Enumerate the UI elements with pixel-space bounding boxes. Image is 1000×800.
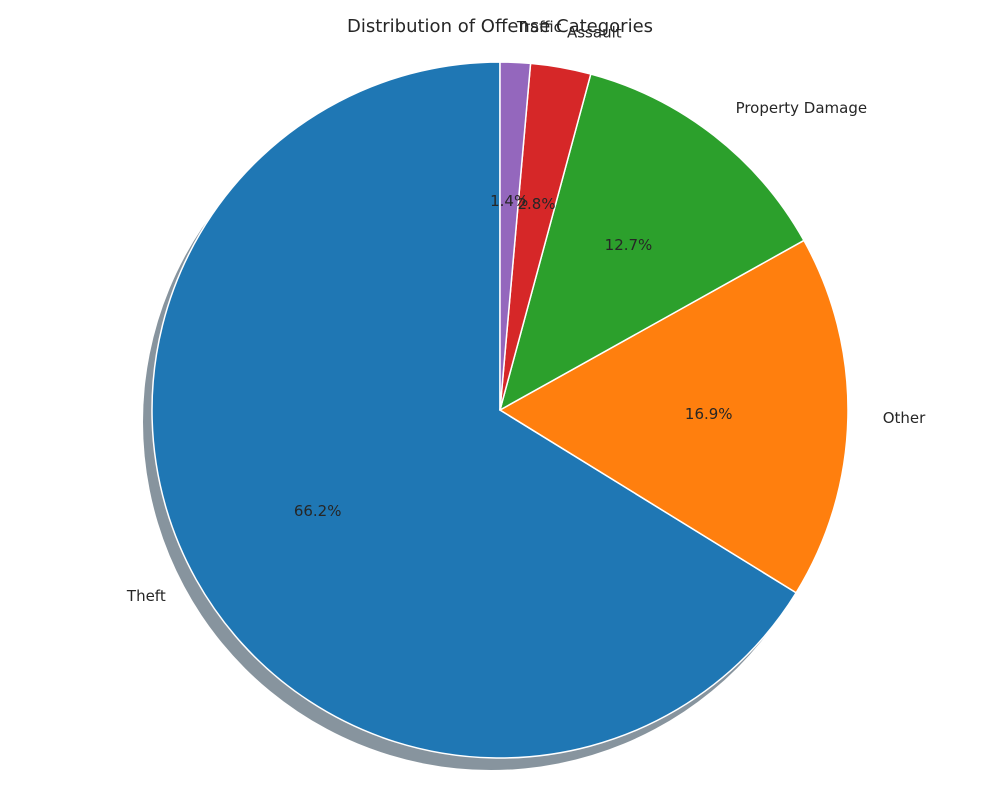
slice-label-other: Other: [883, 409, 926, 427]
pct-label-property-damage: 12.7%: [605, 236, 653, 254]
slice-label-assault: Assault: [567, 24, 622, 42]
pie-labels: Theft 66.2% Other 16.9% Property Damage 12.7%…: [126, 18, 926, 605]
slice-label-theft: Theft: [126, 587, 166, 605]
pie-slice-other: [499, 239, 849, 594]
pct-label-other: 16.9%: [685, 405, 733, 423]
slice-label-traffic: Traffic: [516, 18, 562, 36]
pie-slice-theft: [151, 61, 797, 759]
pie-slice-property-damage: [499, 73, 805, 411]
slice-label-property-damage: Property Damage: [736, 99, 868, 117]
chart-title: Distribution of Offense Categories: [347, 16, 653, 37]
pie-slice-traffic: [499, 61, 532, 411]
pct-label-theft: 66.2%: [294, 502, 342, 520]
pie-slices: [151, 61, 849, 759]
pct-label-traffic: 1.4%: [490, 192, 528, 210]
pct-label-assault: 2.8%: [517, 195, 555, 213]
